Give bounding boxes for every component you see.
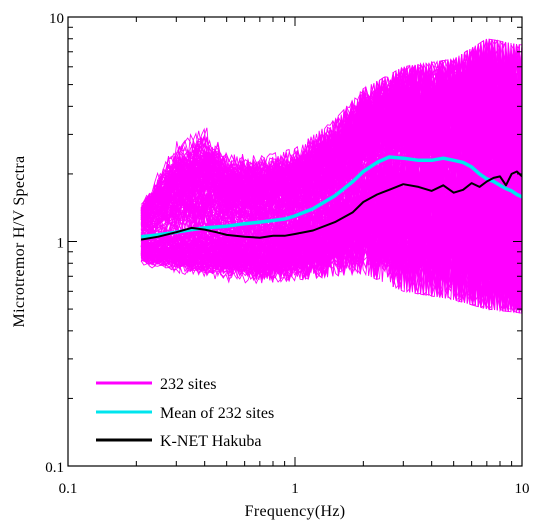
x-tick-label: 1 bbox=[291, 481, 299, 497]
site-curve bbox=[140, 184, 522, 298]
site-curve bbox=[140, 39, 522, 211]
site-curve bbox=[140, 146, 522, 313]
y-tick-label: 0.1 bbox=[45, 460, 64, 476]
mean-curve bbox=[140, 155, 522, 239]
site-curve bbox=[140, 47, 522, 211]
y-axis-label: Microtremor H/V Spectra bbox=[11, 156, 28, 328]
x-tick-label: 0.1 bbox=[59, 481, 78, 497]
y-tick-label: 1 bbox=[57, 236, 65, 252]
site-curve bbox=[140, 78, 522, 228]
site-curve bbox=[140, 47, 522, 214]
legend-label-sites: 232 sites bbox=[160, 376, 216, 393]
axis-ticks bbox=[67, 16, 523, 467]
y-tick-label: 10 bbox=[49, 11, 64, 27]
legend: 232 sites Mean of 232 sites K-NET Hakuba bbox=[96, 376, 274, 450]
legend-label-hakuba: K-NET Hakuba bbox=[160, 433, 261, 450]
hakuba-curve bbox=[140, 170, 522, 241]
site-curve bbox=[140, 134, 522, 267]
site-curve bbox=[140, 63, 522, 238]
site-curve bbox=[140, 63, 522, 214]
site-curve bbox=[140, 39, 522, 209]
x-axis-label: Frequency(Hz) bbox=[245, 503, 346, 520]
site-curve bbox=[140, 202, 522, 298]
x-tick-label: 10 bbox=[515, 481, 530, 497]
site-curve bbox=[140, 50, 522, 217]
legend-label-mean: Mean of 232 sites bbox=[160, 405, 274, 422]
site-curve bbox=[140, 69, 522, 237]
site-curve bbox=[140, 148, 522, 301]
plot-area bbox=[140, 38, 522, 314]
